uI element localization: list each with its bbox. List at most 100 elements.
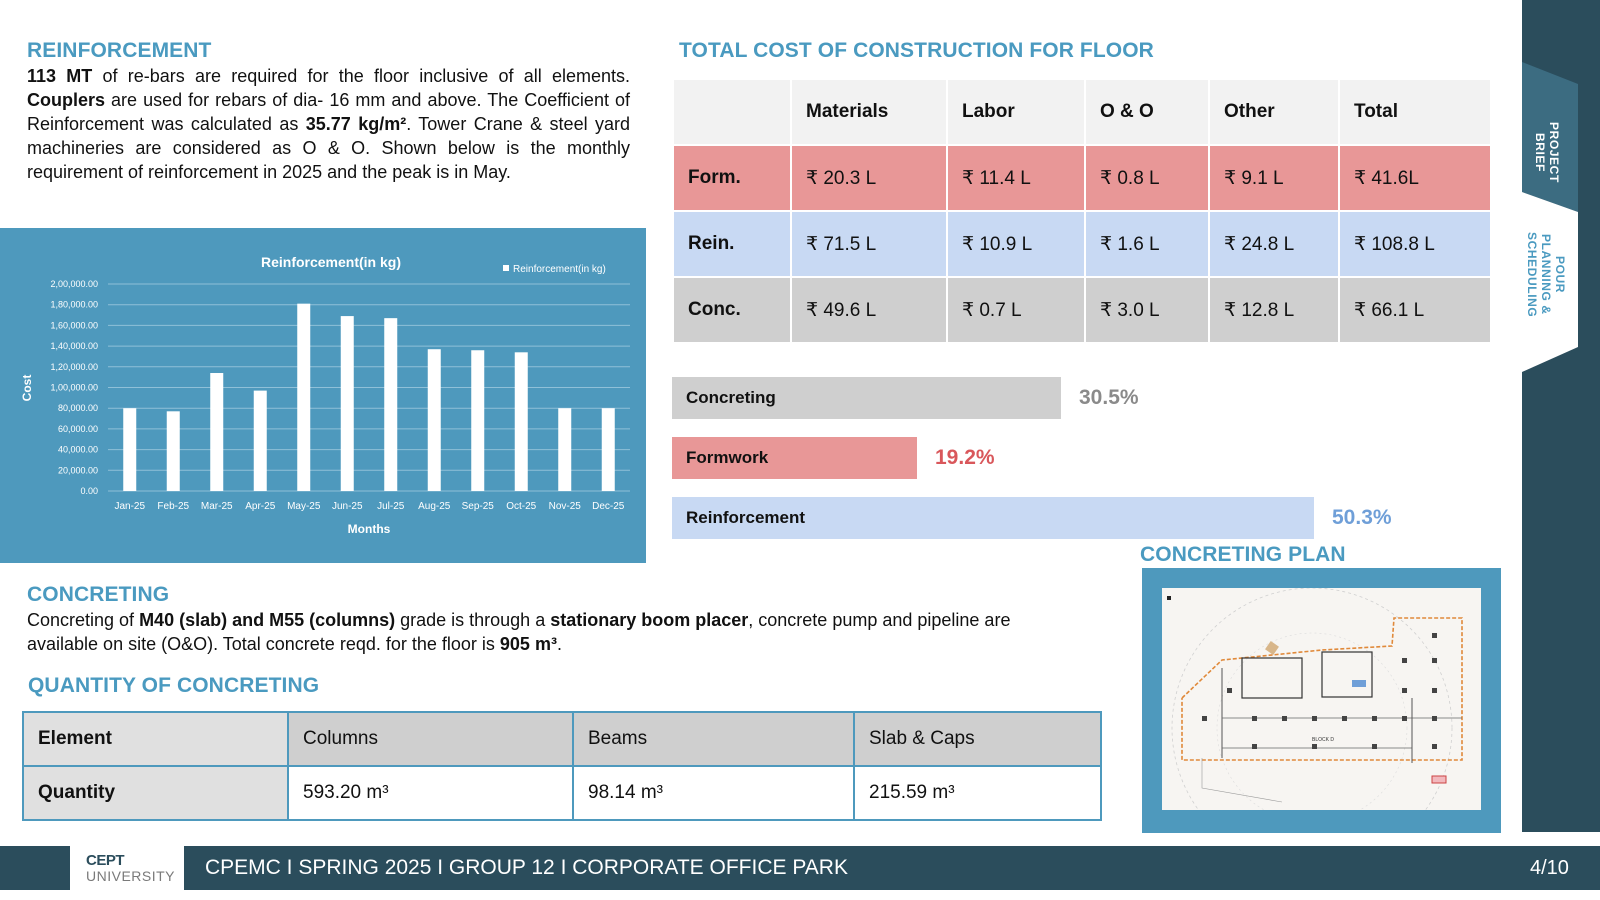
table-cell: ₹ 0.8 L bbox=[1084, 144, 1210, 212]
plan-heading: CONCRETING PLAN bbox=[1140, 543, 1346, 566]
y-tick-label: 0.00 bbox=[80, 486, 98, 496]
header-cell: Labor bbox=[946, 78, 1086, 146]
reinforcement-chart-svg: Reinforcement(in kg) Reinforcement(in kg… bbox=[20, 254, 630, 536]
header-cell: Other bbox=[1208, 78, 1340, 146]
quantity-table: Element Columns Beams Slab & Caps Quanti… bbox=[22, 711, 1102, 821]
text-run: grade is through a bbox=[395, 610, 551, 630]
reinforcement-paragraph: 113 MT of re-bars are required for the f… bbox=[27, 64, 630, 184]
row-label: Quantity bbox=[22, 765, 289, 821]
table-cell: Slab & Caps bbox=[853, 711, 1102, 767]
text-run: Concreting of bbox=[27, 610, 140, 630]
x-tick-label: Mar-25 bbox=[201, 501, 233, 512]
table-cell: Beams bbox=[572, 711, 855, 767]
table-cell: ₹ 66.1 L bbox=[1338, 276, 1492, 344]
table-cell: ₹ 3.0 L bbox=[1084, 276, 1210, 344]
chart-title: Reinforcement(in kg) bbox=[261, 254, 401, 270]
table-row: Quantity 593.20 m³ 98.14 m³ 215.59 m³ bbox=[22, 765, 1102, 821]
y-tick-label: 1,40,000.00 bbox=[50, 341, 98, 351]
cost-table-heading: TOTAL COST OF CONSTRUCTION FOR FLOOR bbox=[679, 39, 1154, 62]
table-cell: 98.14 m³ bbox=[572, 765, 855, 821]
table-cell: ₹ 49.6 L bbox=[790, 276, 948, 344]
row-label: Conc. bbox=[672, 276, 792, 344]
table-cell: ₹ 0.7 L bbox=[946, 276, 1086, 344]
bold-text: M40 (slab) and M55 (columns) bbox=[139, 610, 396, 630]
footer-title: CPEMC I SPRING 2025 I GROUP 12 I CORPORA… bbox=[205, 856, 848, 879]
y-tick-label: 60,000.00 bbox=[58, 424, 98, 434]
text-run: are used for rebars of dia- 16 mm and ab… bbox=[27, 90, 630, 134]
row-label: Rein. bbox=[672, 210, 792, 278]
y-axis-label: Cost bbox=[20, 375, 34, 402]
table-cell: 215.59 m³ bbox=[853, 765, 1102, 821]
table-cell: 593.20 m³ bbox=[287, 765, 574, 821]
x-tick-label: Aug-25 bbox=[418, 501, 451, 512]
logo-bottom-text: UNIVERSITY bbox=[86, 868, 176, 884]
share-bar-concreting: Concreting bbox=[672, 377, 1061, 419]
x-tick-label: Jun-25 bbox=[332, 501, 363, 512]
tab-pour-planning[interactable]: POUR PLANNING & SCHEDULING bbox=[1525, 232, 1567, 318]
x-tick-label: Feb-25 bbox=[157, 501, 189, 512]
table-row: Element Columns Beams Slab & Caps bbox=[22, 711, 1102, 767]
share-percent-concreting: 30.5% bbox=[1079, 386, 1139, 409]
x-tick-label: May-25 bbox=[287, 501, 321, 512]
chart-bar bbox=[123, 408, 137, 491]
x-tick-label: Sep-25 bbox=[462, 501, 495, 512]
side-tab-shapes bbox=[1522, 62, 1578, 372]
footer-bar bbox=[0, 846, 1600, 890]
reinforcement-heading: REINFORCEMENT bbox=[27, 39, 212, 62]
header-cell bbox=[672, 78, 792, 146]
bold-text: stationary boom placer bbox=[550, 610, 749, 630]
chart-bar bbox=[427, 349, 441, 491]
y-tick-label: 1,80,000.00 bbox=[50, 300, 98, 310]
x-tick-label: Dec-25 bbox=[592, 501, 625, 512]
tab-project-brief[interactable]: PROJECT BRIEF bbox=[1533, 122, 1561, 183]
header-cell: Total bbox=[1338, 78, 1492, 146]
y-tick-label: 1,60,000.00 bbox=[50, 320, 98, 330]
table-cell: ₹ 11.4 L bbox=[946, 144, 1086, 212]
y-tick-label: 1,00,000.00 bbox=[50, 383, 98, 393]
table-row: Form. ₹ 20.3 L ₹ 11.4 L ₹ 0.8 L ₹ 9.1 L … bbox=[672, 144, 1492, 212]
x-tick-label: Jul-25 bbox=[377, 501, 405, 512]
reinforcement-chart: Reinforcement(in kg) Reinforcement(in kg… bbox=[0, 228, 646, 563]
y-tick-label: 1,20,000.00 bbox=[50, 362, 98, 372]
bold-text: 35.77 kg/m² bbox=[305, 114, 407, 134]
text-run: . bbox=[556, 634, 562, 654]
chart-bar bbox=[210, 373, 224, 491]
table-cell: Columns bbox=[287, 711, 574, 767]
x-tick-label: Nov-25 bbox=[549, 501, 582, 512]
legend-label: Reinforcement(in kg) bbox=[513, 264, 606, 275]
legend-swatch bbox=[503, 265, 509, 271]
text-run: , concrete pump and pipeline are availab… bbox=[27, 610, 1011, 654]
table-row: Conc. ₹ 49.6 L ₹ 0.7 L ₹ 3.0 L ₹ 12.8 L … bbox=[672, 276, 1492, 344]
table-cell: ₹ 41.6L bbox=[1338, 144, 1492, 212]
share-percent-reinforcement: 50.3% bbox=[1332, 506, 1392, 529]
text-run: of re-bars are required for the floor in… bbox=[92, 66, 630, 86]
x-axis-label: Months bbox=[348, 522, 391, 536]
table-cell: ₹ 10.9 L bbox=[946, 210, 1086, 278]
chart-bar bbox=[340, 316, 354, 491]
bold-text: 905 m³ bbox=[499, 634, 557, 654]
logo-top-text: CEPT bbox=[86, 852, 125, 869]
table-row: Rein. ₹ 71.5 L ₹ 10.9 L ₹ 1.6 L ₹ 24.8 L… bbox=[672, 210, 1492, 278]
quantity-heading: QUANTITY OF CONCRETING bbox=[28, 674, 320, 697]
chart-bar bbox=[253, 390, 267, 491]
table-cell: ₹ 20.3 L bbox=[790, 144, 948, 212]
chart-bar bbox=[166, 411, 180, 491]
text-run: . Tower Crane & steel yard machineries a… bbox=[27, 114, 630, 182]
table-cell: ₹ 71.5 L bbox=[790, 210, 948, 278]
university-logo: CEPT UNIVERSITY bbox=[70, 846, 184, 890]
y-tick-label: 40,000.00 bbox=[58, 445, 98, 455]
y-tick-label: 20,000.00 bbox=[58, 465, 98, 475]
chart-bar bbox=[297, 303, 311, 491]
chart-bar bbox=[384, 318, 398, 491]
concreting-plan-drawing: BLOCK D bbox=[1162, 587, 1481, 869]
table-cell: ₹ 9.1 L bbox=[1208, 144, 1340, 212]
table-cell: ₹ 12.8 L bbox=[1208, 276, 1340, 344]
bold-text: Couplers bbox=[27, 90, 106, 110]
table-cell: ₹ 24.8 L bbox=[1208, 210, 1340, 278]
header-cell: O & O bbox=[1084, 78, 1210, 146]
page-number: 4/10 bbox=[1530, 857, 1569, 879]
chart-bar bbox=[601, 408, 615, 491]
chart-bar bbox=[558, 408, 572, 491]
concreting-paragraph: Concreting of M40 (slab) and M55 (column… bbox=[27, 608, 1047, 656]
row-label: Element bbox=[22, 711, 289, 767]
